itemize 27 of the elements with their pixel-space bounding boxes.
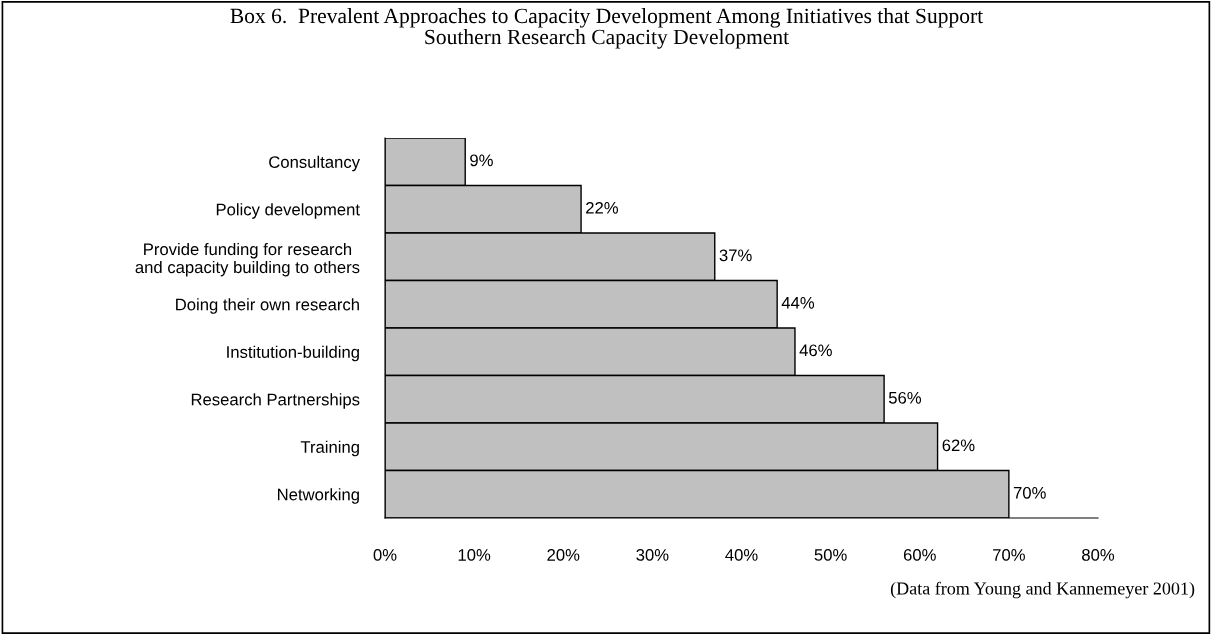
x-tick-label: 60% bbox=[903, 549, 936, 561]
text: (Data from Young and Kannemeyer 2001) bbox=[890, 581, 1195, 599]
x-tick-label: 80% bbox=[1082, 549, 1115, 561]
chart-title: Box 6. Prevalent Approaches to Capacity Development Among Initiatives that Support Southern Research Capacity Development bbox=[230, 8, 984, 49]
data-label: 44% bbox=[781, 296, 815, 309]
x-tick-label: 10% bbox=[458, 549, 491, 561]
data-label: 70% bbox=[1013, 486, 1046, 499]
y-tick-label: Institution-building bbox=[227, 345, 359, 362]
data-label: 22% bbox=[586, 201, 619, 214]
x-tick-label: 70% bbox=[993, 549, 1025, 561]
data-label: 56% bbox=[888, 391, 922, 404]
y-tick-label: Networking bbox=[278, 488, 359, 504]
data-label: 46% bbox=[799, 344, 832, 357]
x-tick-label: 30% bbox=[636, 549, 669, 561]
x-tick-label: 0% bbox=[373, 549, 397, 561]
data-label: 9% bbox=[470, 154, 493, 167]
x-tick-label: 40% bbox=[725, 549, 758, 561]
y-tick-label: Research Partnerships bbox=[191, 393, 360, 409]
data-label: 62% bbox=[942, 439, 975, 452]
y-tick-label: Provide funding for research and capacity building to others bbox=[135, 242, 360, 277]
y-tick-label: Training bbox=[300, 440, 359, 457]
y-tick-label: Doing their own research bbox=[176, 298, 359, 314]
data-label: 37% bbox=[719, 249, 752, 262]
y-tick-label: Consultancy bbox=[269, 155, 360, 172]
x-tick-label: 20% bbox=[547, 549, 580, 561]
y-tick-label: Policy development bbox=[216, 203, 360, 219]
x-tick-label: 50% bbox=[814, 549, 847, 561]
